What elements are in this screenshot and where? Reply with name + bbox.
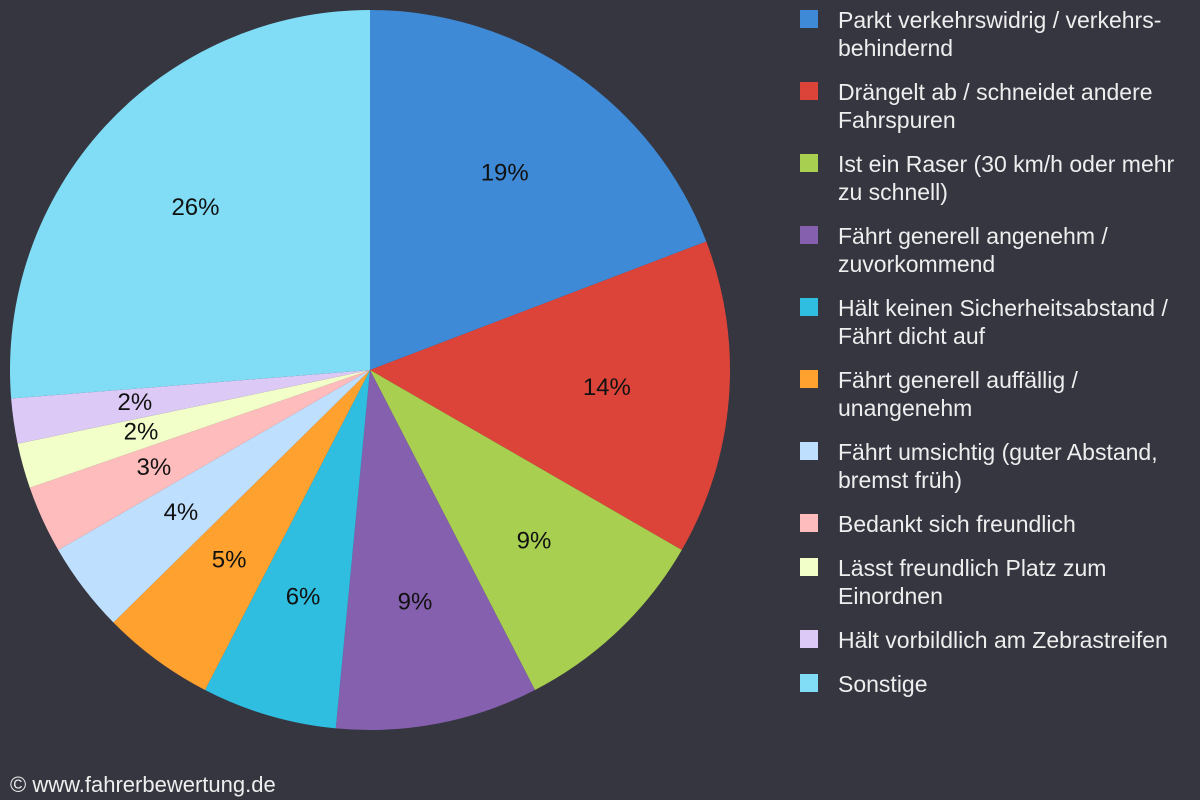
slice-label: 9%: [517, 527, 552, 554]
legend-swatch: [800, 514, 818, 532]
slice-label: 19%: [481, 160, 529, 187]
legend-label: Fährt generell angenehm / zuvorkommend: [838, 223, 1108, 277]
legend-label: Ist ein Raser (30 km/h oder mehr zu schn…: [838, 151, 1175, 205]
legend-label: Fährt generell auffällig / unangenehm: [838, 367, 1078, 421]
legend-item: Parkt verkehrswidrig / verkehrs-behinder…: [800, 6, 1190, 62]
slice-label: 6%: [286, 583, 321, 610]
legend-item: Bedankt sich freundlich: [800, 510, 1190, 538]
pie-slice: [113, 370, 370, 690]
pie-slice: [29, 370, 370, 550]
legend-swatch: [800, 10, 818, 28]
legend-item: Fährt generell angenehm / zuvorkommend: [800, 222, 1190, 278]
legend-swatch: [800, 558, 818, 576]
legend-swatch: [800, 298, 818, 316]
legend-label: Fährt umsichtig (guter Abstand, bremst f…: [838, 439, 1158, 493]
legend-swatch: [800, 154, 818, 172]
legend-label: Drängelt ab / schneidet andere Fahrspure…: [838, 79, 1153, 133]
pie-slice: [9, 10, 370, 399]
pie-slice: [370, 10, 707, 370]
footer: © www.fahrerbewertung.de: [10, 772, 276, 797]
legend-label: Bedankt sich freundlich: [838, 511, 1076, 537]
legend-item: Fährt umsichtig (guter Abstand, bremst f…: [800, 438, 1190, 494]
legend-item: Fährt generell auffällig / unangenehm: [800, 366, 1190, 422]
legend-label: Hält vorbildlich am Zebrastreifen: [838, 627, 1168, 653]
pie-slice: [58, 370, 370, 623]
chart: 19% 14% 9% 9% 6% 5% 4% 3% 2% 2% 26%: [9, 10, 730, 730]
legend-item: Lässt freundlich Platz zum Einordnen: [800, 554, 1190, 610]
slice-label: 14%: [583, 374, 631, 401]
legend-label: Sonstige: [838, 671, 928, 697]
slice-label: 9%: [398, 589, 433, 616]
legend-label: Lässt freundlich Platz zum Einordnen: [838, 555, 1107, 609]
pie-slice: [335, 370, 535, 730]
legend-label: Hält keinen Sicherheitsabstand / Fährt d…: [838, 295, 1168, 349]
legend-item: Drängelt ab / schneidet andere Fahrspure…: [800, 78, 1190, 134]
slice-label: 2%: [124, 419, 159, 446]
legend-swatch: [800, 226, 818, 244]
pie-slice: [205, 370, 370, 729]
pie-slice: [370, 370, 682, 690]
legend-label: Parkt verkehrswidrig / verkehrs-behinder…: [838, 7, 1162, 61]
legend-swatch: [800, 442, 818, 460]
slice-label: 2%: [117, 389, 152, 416]
slice-label: 3%: [137, 454, 172, 481]
legend-swatch: [800, 370, 818, 388]
legend: Parkt verkehrswidrig / verkehrs-behinder…: [800, 6, 1190, 698]
legend-swatch: [800, 82, 818, 100]
slice-label: 26%: [171, 194, 219, 221]
pie-slice: [11, 370, 370, 444]
pie-slice: [17, 370, 371, 488]
legend-item: Ist ein Raser (30 km/h oder mehr zu schn…: [800, 150, 1190, 206]
slice-label: 4%: [164, 499, 199, 526]
pie-slice: [370, 241, 730, 550]
legend-item: Sonstige: [800, 670, 1190, 698]
slice-label: 5%: [212, 547, 247, 574]
legend-item: Hält vorbildlich am Zebrastreifen: [800, 626, 1190, 654]
legend-swatch: [800, 674, 818, 692]
legend-swatch: [800, 630, 818, 648]
legend-item: Hält keinen Sicherheitsabstand / Fährt d…: [800, 294, 1190, 350]
